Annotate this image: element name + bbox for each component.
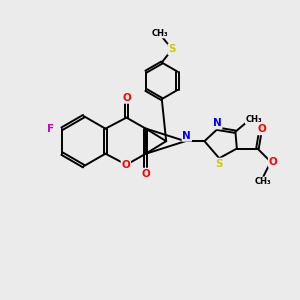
Text: O: O: [122, 160, 130, 170]
Text: S: S: [168, 44, 176, 54]
Text: CH₃: CH₃: [246, 115, 262, 124]
Text: O: O: [122, 93, 131, 103]
Text: N: N: [182, 131, 191, 141]
Text: CH₃: CH₃: [255, 177, 272, 186]
Text: S: S: [215, 158, 223, 169]
Text: CH₃: CH₃: [152, 28, 169, 38]
Text: N: N: [213, 118, 221, 128]
Text: O: O: [269, 157, 278, 167]
Text: O: O: [257, 124, 266, 134]
Text: O: O: [141, 169, 150, 178]
Text: F: F: [47, 124, 54, 134]
